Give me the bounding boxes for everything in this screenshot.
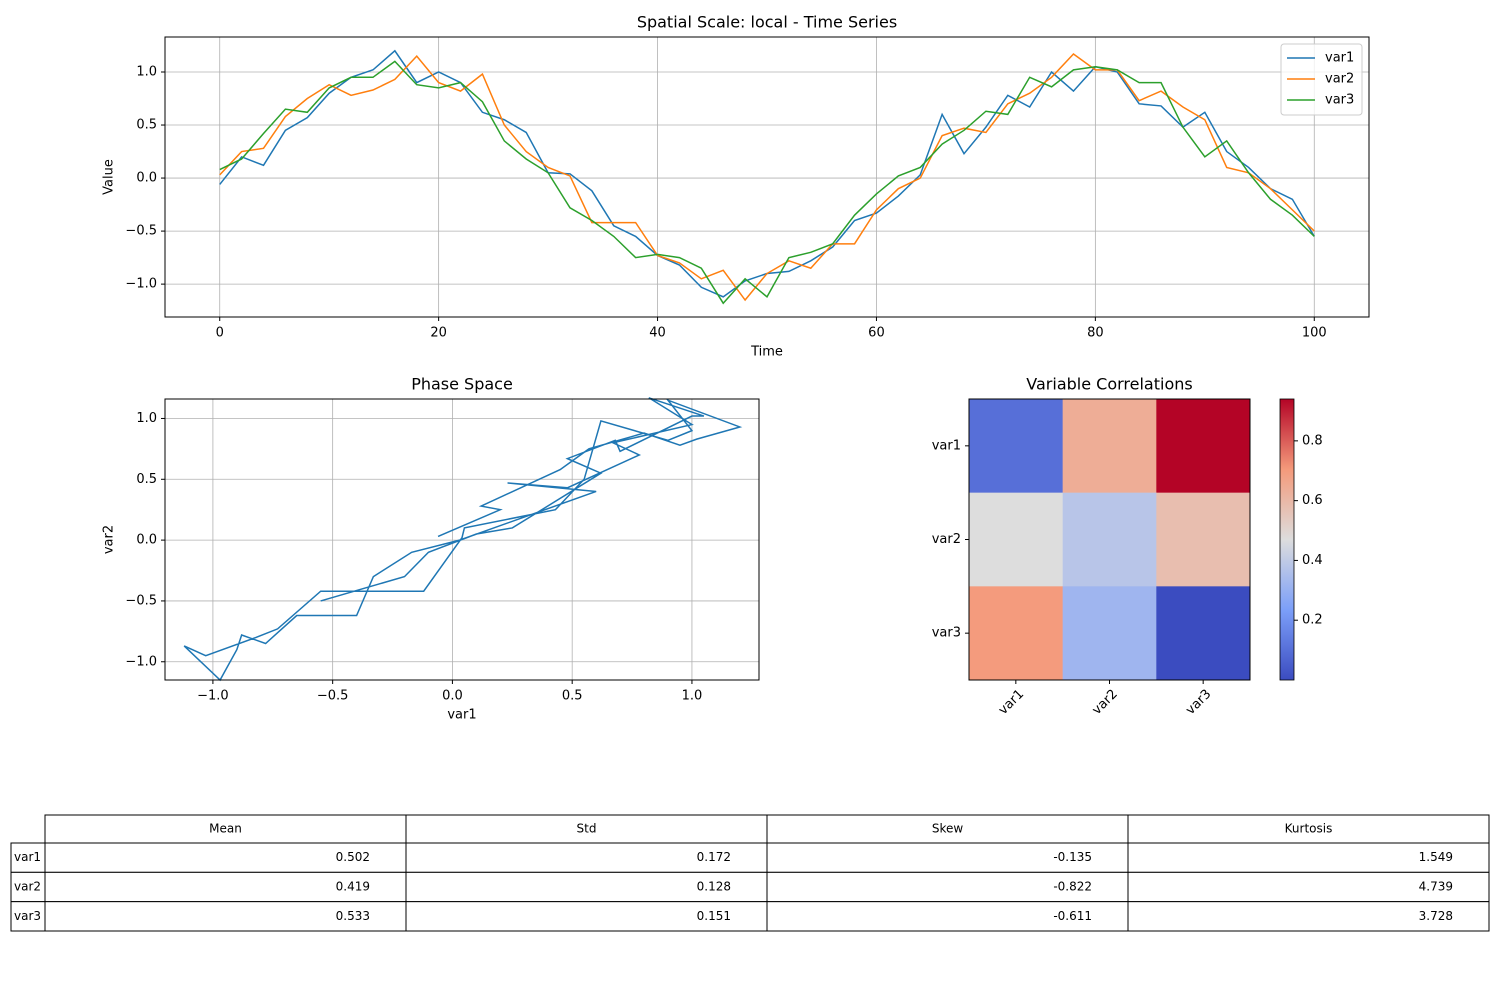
table-header-cell [766,814,1129,844]
table-cell [405,901,768,932]
heatmap-cell [1062,492,1157,587]
colorbar-tick-label: 0.4 [1302,553,1323,568]
y-tick-label: −0.5 [125,224,157,239]
x-tick-label: 80 [1087,326,1104,341]
x-axis-label: var1 [447,708,476,723]
x-tick-label: −1.0 [197,689,229,704]
x-tick-label: var2 [1089,687,1120,718]
y-tick-label: var2 [932,532,961,547]
x-tick-label: 0.5 [562,689,583,704]
heatmap-cell [1156,586,1251,681]
x-tick-label: 20 [430,326,447,341]
table-cell [1127,901,1490,932]
colorbar-tick-label: 0.8 [1302,433,1323,448]
heatmap-cell [969,492,1063,587]
y-tick-label: 0.0 [136,171,157,186]
y-tick-label: var3 [932,626,961,641]
heatmap-cell [1062,399,1157,493]
x-tick-label: 60 [868,326,885,341]
y-tick-label: var1 [932,438,961,453]
table-cell [1127,871,1490,903]
table-value: -0.822 [1053,880,1092,894]
table-cell [766,871,1129,903]
y-tick-label: 0.5 [136,118,157,133]
data-line [219,52,1315,302]
table-cell [405,842,768,873]
x-tick-label: var3 [1183,687,1214,718]
legend-label: var3 [1325,93,1354,108]
x-axis-label: Time [750,345,783,360]
legend-box [1280,43,1363,116]
legend-label: var1 [1325,51,1354,66]
table-value: 0.419 [336,880,370,894]
table-value: -0.135 [1053,850,1092,864]
legend-label: var2 [1325,72,1354,87]
table-cell [44,871,407,903]
table-value: 0.151 [697,909,731,923]
table-value: 3.728 [1419,909,1453,923]
x-tick-label: 100 [1302,326,1327,341]
x-tick-label: 0 [216,326,224,341]
data-line [219,60,1315,305]
table-value: 0.128 [697,880,731,894]
data-line [219,49,1315,298]
table-header-cell [1127,814,1490,844]
table-header: Std [577,822,597,836]
chart-title: Variable Correlations [1026,375,1192,394]
axes-frame [164,398,760,681]
table-row-label: var3 [14,909,41,923]
axes-frame [164,36,1370,318]
heatmap-cell [969,586,1063,681]
colorbar [1279,398,1295,681]
table-value: 4.739 [1419,880,1453,894]
y-tick-label: 1.0 [136,411,157,426]
table-cell [1127,842,1490,873]
table-row-label: var1 [14,850,41,864]
y-tick-label: 1.0 [136,65,157,80]
table-header: Skew [932,822,964,836]
table-value: -0.611 [1053,909,1092,923]
table-value: 0.533 [336,909,370,923]
chart-title: Spatial Scale: local - Time Series [637,13,897,32]
y-tick-label: −1.0 [125,654,157,669]
table-header-cell [405,814,768,844]
x-tick-label: 1.0 [682,689,703,704]
y-tick-label: 0.0 [136,533,157,548]
heatmap-cell [1062,586,1157,681]
x-tick-label: var1 [996,687,1027,718]
heatmap-cell [1156,492,1251,587]
x-tick-label: 0.0 [442,689,463,704]
y-axis-label: var2 [102,525,117,554]
heatmap-cell [969,399,1063,493]
table-row-label-cell [10,901,46,932]
table-row-label-cell [10,842,46,873]
y-tick-label: −1.0 [125,277,157,292]
x-tick-label: 40 [649,326,666,341]
table-header: Kurtosis [1285,822,1333,836]
heatmap-cell [1156,399,1251,493]
y-tick-label: 0.5 [136,472,157,487]
table-header: Mean [209,822,242,836]
table-cell [44,842,407,873]
table-value: 0.502 [336,850,370,864]
colorbar-tick-label: 0.2 [1302,613,1323,628]
table-value: 1.549 [1419,850,1453,864]
y-tick-label: −0.5 [125,593,157,608]
colorbar-tick-label: 0.6 [1302,493,1323,508]
data-line [183,397,743,682]
table-row-label: var2 [14,880,41,894]
x-tick-label: −0.5 [317,689,349,704]
chart-title: Phase Space [411,375,513,394]
table-cell [766,842,1129,873]
y-axis-label: Value [102,159,117,195]
axes-frame [968,398,1251,681]
table-value: 0.172 [697,850,731,864]
